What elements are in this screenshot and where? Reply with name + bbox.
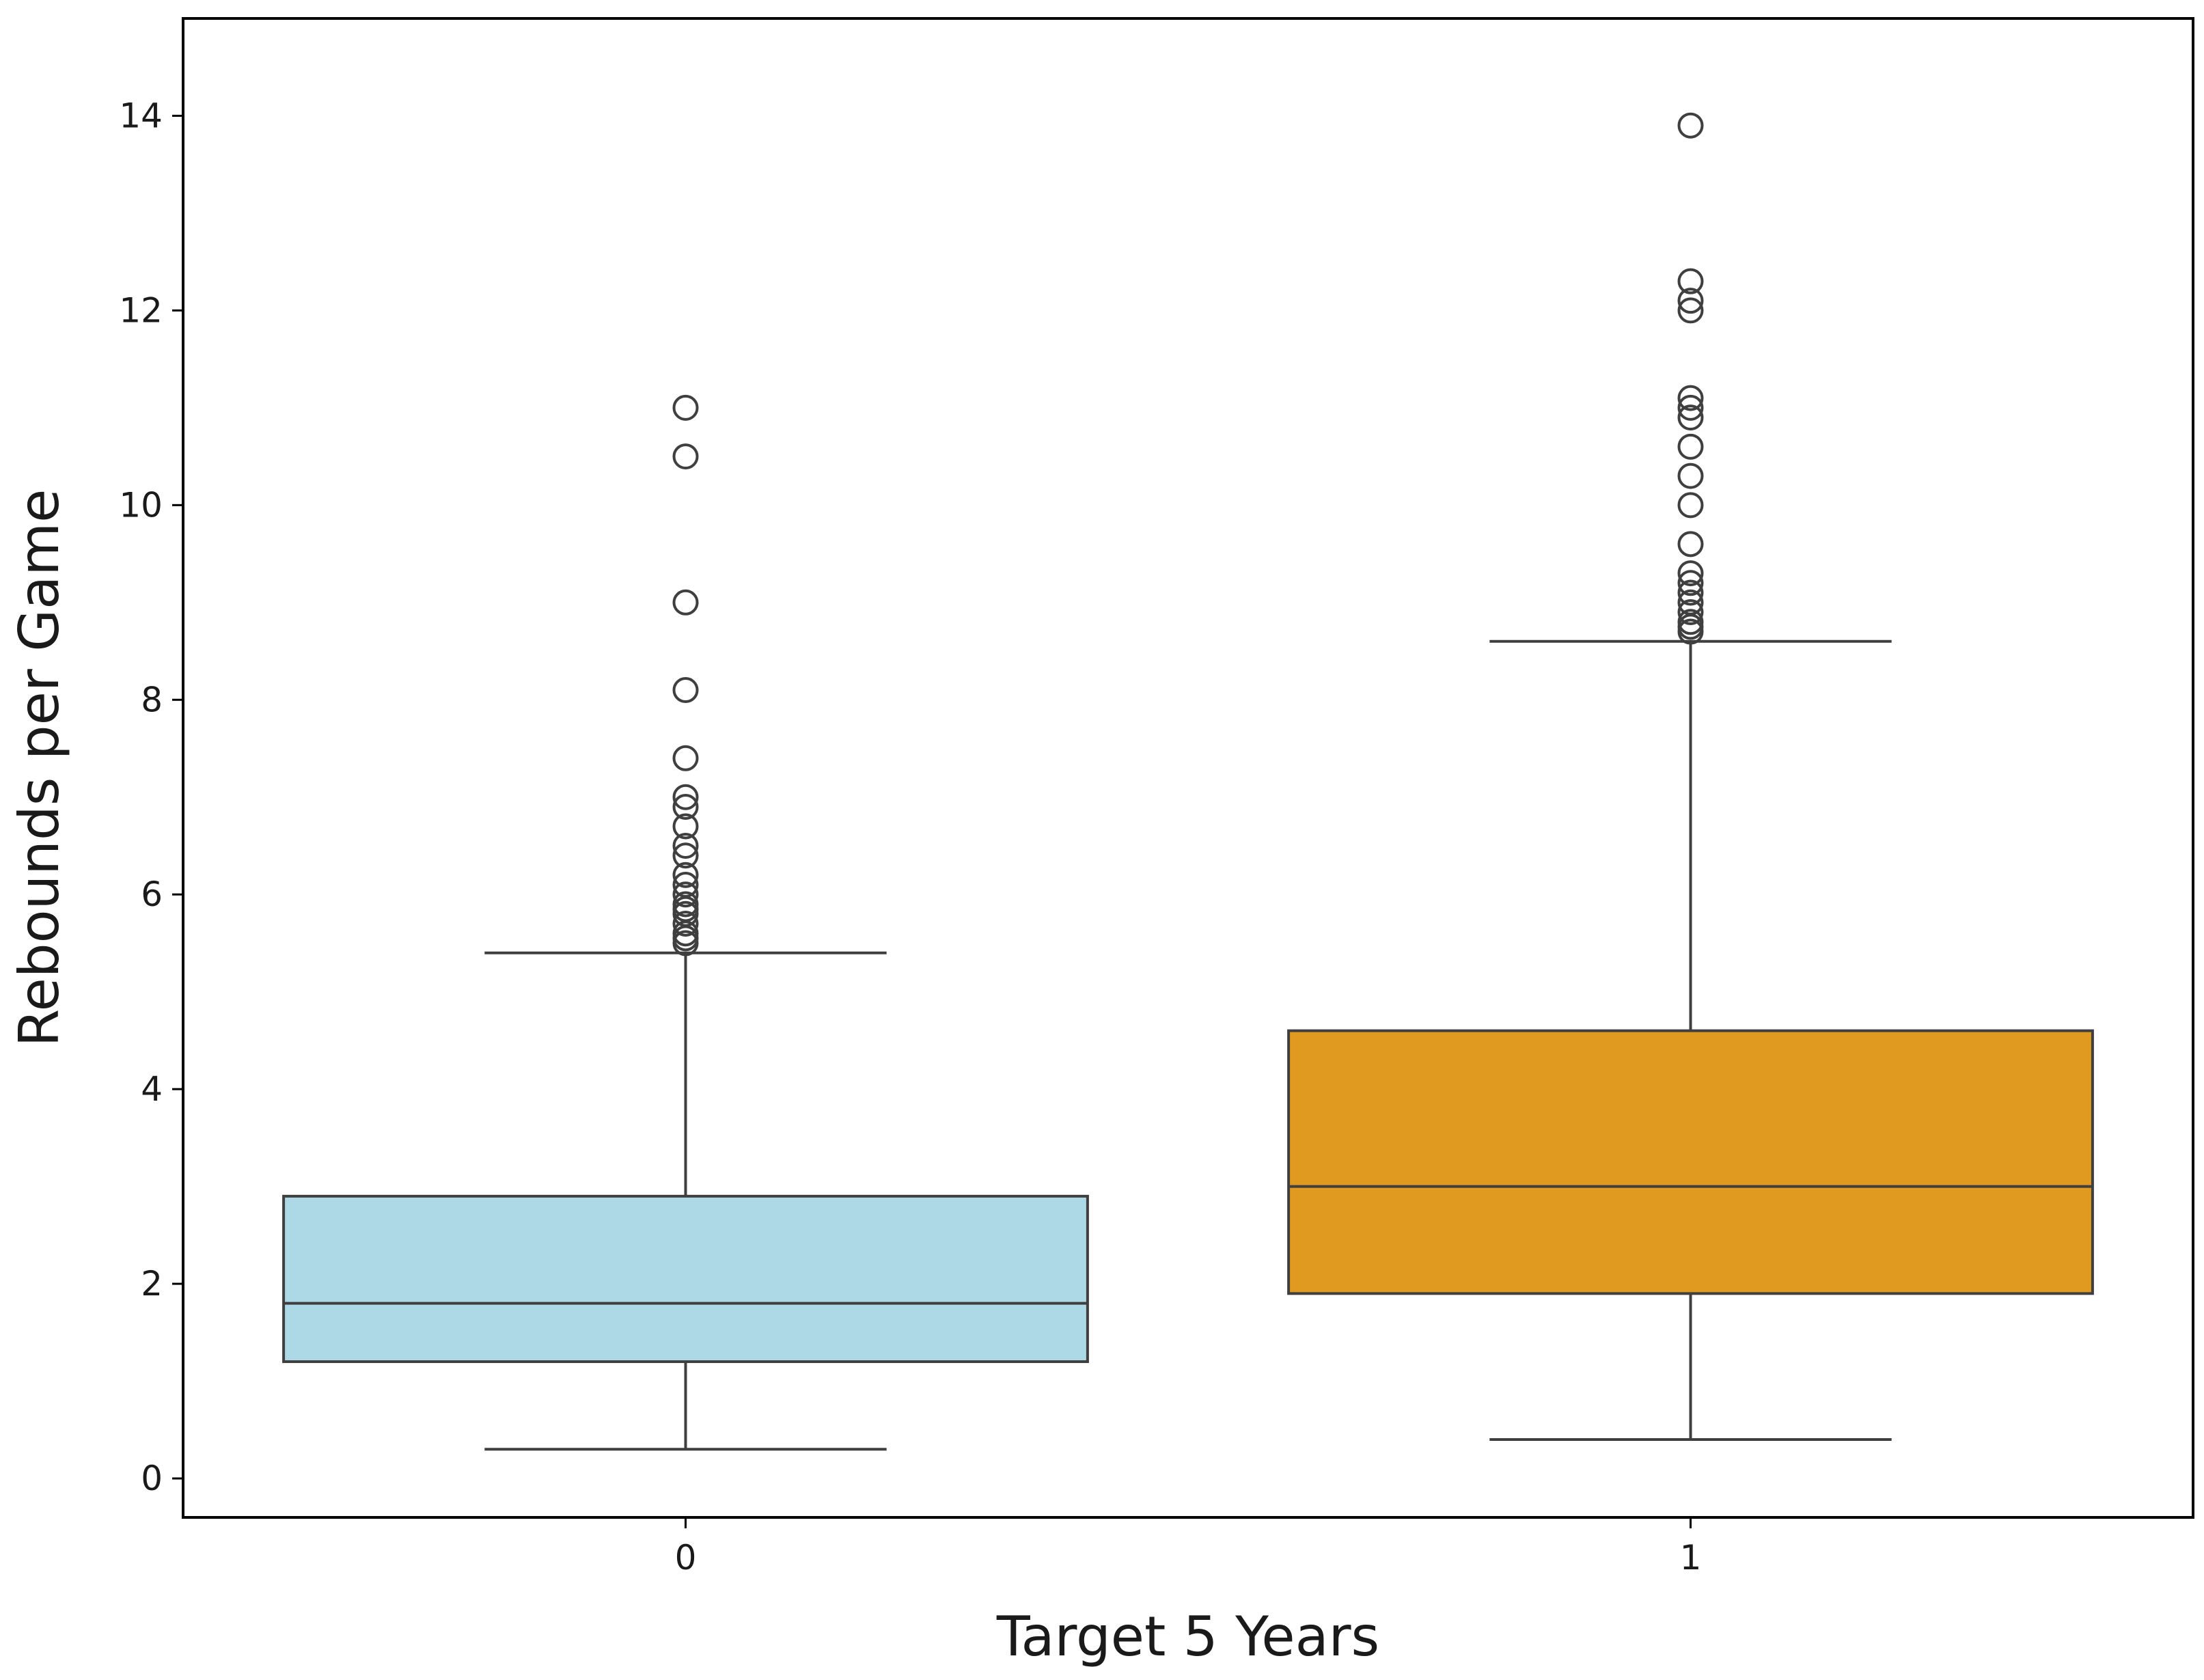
outlier-point	[672, 862, 699, 888]
y-tick-label: 12	[119, 290, 163, 330]
outlier-point	[1677, 609, 1704, 635]
y-tick-label: 0	[141, 1459, 163, 1498]
interquartile-box	[282, 1194, 1089, 1364]
outlier-point	[672, 871, 699, 898]
outlier-point	[1677, 492, 1704, 519]
outlier-point	[672, 881, 699, 908]
y-tick-label: 4	[141, 1069, 163, 1109]
outlier-point	[1677, 112, 1704, 139]
y-tick-label: 2	[141, 1264, 163, 1304]
outlier-point	[1677, 288, 1704, 314]
outlier-point	[672, 394, 699, 421]
plot-frame	[182, 17, 2194, 1519]
outlier-point	[672, 793, 699, 820]
outlier-point	[672, 813, 699, 840]
outlier-point	[1677, 394, 1704, 421]
outlier-point	[1677, 433, 1704, 460]
outlier-point	[672, 891, 699, 918]
x-tick-label: 1	[1680, 1538, 1702, 1578]
outlier-point	[1677, 297, 1704, 324]
outlier-point	[672, 745, 699, 771]
y-tick-label: 14	[119, 96, 163, 135]
outlier-point	[672, 443, 699, 470]
y-axis: 0 2 4 6 8 10 12 14	[119, 96, 183, 1498]
interquartile-box	[1287, 1029, 2094, 1295]
outlier-point	[672, 784, 699, 810]
outlier-point	[1677, 599, 1704, 626]
y-tick-label: 8	[141, 680, 163, 719]
outlier-point	[672, 842, 699, 869]
outlier-point	[1677, 404, 1704, 431]
outlier-point	[672, 677, 699, 704]
outlier-point	[1677, 579, 1704, 606]
outlier-point	[1677, 385, 1704, 411]
outlier-point	[1677, 570, 1704, 596]
x-axis-label: Target 5 Years	[996, 1605, 1379, 1668]
outlier-point	[1677, 589, 1704, 616]
outlier-point	[672, 589, 699, 616]
x-tick-label: 0	[675, 1538, 697, 1578]
y-tick-label: 10	[119, 485, 163, 525]
outlier-point	[1677, 268, 1704, 294]
outlier-point	[1677, 531, 1704, 557]
box-group-1	[1287, 112, 2094, 1442]
outlier-point	[1677, 463, 1704, 489]
outlier-point	[1677, 560, 1704, 587]
y-tick-label: 6	[141, 875, 163, 914]
outlier-point	[672, 910, 699, 937]
outlier-point	[672, 832, 699, 859]
y-axis-label: Rebounds per Game	[8, 489, 71, 1047]
plot-area	[282, 112, 2094, 1451]
box-group-0	[282, 394, 1089, 1451]
